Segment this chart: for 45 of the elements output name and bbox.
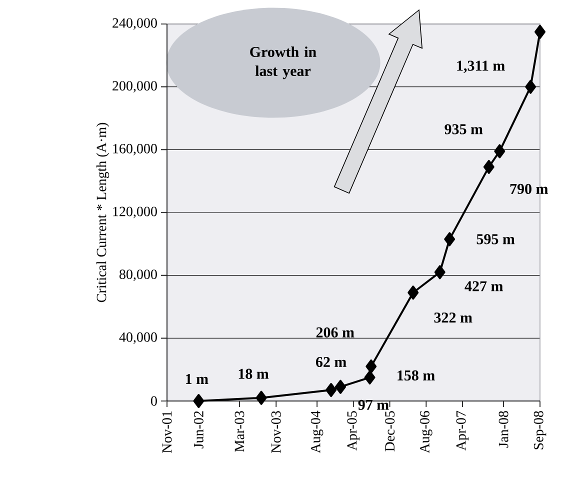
x-tick-label: Aug-06 [420,410,432,454]
annotation: 790 m [510,184,548,194]
y-tick-label: 40,000 [119,332,157,344]
annotation: 18 m [238,368,269,379]
point [364,370,376,384]
annotation: 158 m [398,370,435,380]
annotation: 935 m [444,124,483,134]
point [193,394,204,408]
y-tick-label: 240,000 [112,18,157,30]
x-tick-label: Nov-01 [162,411,172,453]
x-tick-label: Sep-08 [534,411,546,450]
y-tick-label: 200,000 [112,81,157,93]
x-tick-label: Jun-02 [194,411,204,448]
point [494,144,506,158]
x-tick-label: Mar-03 [234,411,244,452]
annotation: 595 m [476,234,515,244]
annotation: 206 m [316,327,354,338]
y-tick-label: 160,000 [113,144,157,156]
x-tick-label: Apr-07 [456,410,469,451]
x-tick-label: Nov-03 [271,411,281,453]
x-tick-label: Aug-04 [310,410,324,454]
point [534,24,546,39]
annotation: 1,311 m [457,60,505,73]
point [408,286,419,300]
point [434,265,446,280]
annotation: 62 m [316,356,346,368]
y-tick-label: 120,000 [113,206,157,218]
point [326,383,337,398]
y-tick-label: 80,000 [120,270,157,282]
point [335,380,346,394]
annotation: 1 m [186,374,208,384]
x-tick-label: Dec-05 [385,411,395,452]
point [444,232,456,246]
annotation: 322 m [434,312,472,323]
x-tick-label: Jan-08 [498,411,508,448]
y-tick-label: 0 [151,396,157,406]
y-axis-title: Critical Current * Length (A·m) [96,122,110,302]
x-tick-label: Apr-05 [347,411,360,451]
annotation: 427 m [464,281,503,292]
annotation: Growth in last year [250,46,316,80]
annotation: 97 m [358,400,389,410]
point [256,390,267,405]
point [366,359,377,374]
point [525,80,536,94]
point [483,160,494,174]
